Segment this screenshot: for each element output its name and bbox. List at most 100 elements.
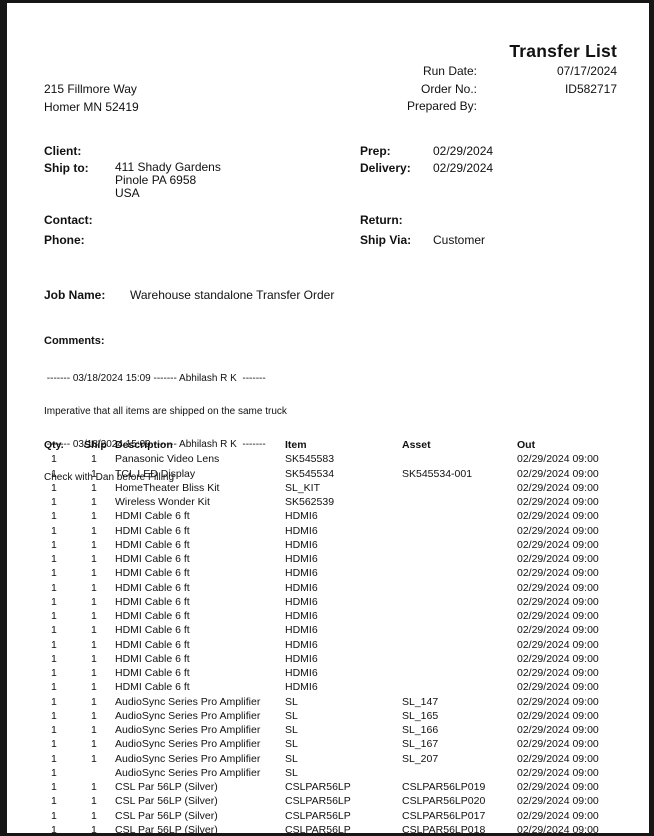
cell-ship: 1	[91, 695, 97, 708]
report-page: Transfer List Run Date: 07/17/2024 Order…	[7, 3, 649, 833]
table-row: 1 1 HDMI Cable 6 ft HDMI6 02/29/2024 09:…	[44, 509, 634, 523]
cell-item: HDMI6	[285, 681, 318, 694]
cell-out: 02/29/2024 09:00	[517, 467, 599, 480]
cell-description: HDMI Cable 6 ft	[115, 510, 190, 523]
cell-out: 02/29/2024 09:00	[517, 510, 599, 523]
ship-via-value: Customer	[433, 233, 486, 247]
cell-out: 02/29/2024 09:00	[517, 795, 599, 808]
cell-description: CSL Par 56LP (Silver)	[115, 781, 218, 793]
col-header-qty: Qty.	[44, 439, 64, 451]
comment-line: Imperative that all items are shipped on…	[44, 406, 287, 417]
cell-qty: 1	[51, 624, 57, 637]
cell-description: HDMI Cable 6 ft	[115, 524, 190, 537]
cell-item: HDMI6	[285, 595, 318, 608]
table-row: 1 1 TCL LED Display SK545534 SK545534-00…	[44, 467, 634, 481]
cell-description: CSL Par 56LP (Silver)	[115, 823, 218, 833]
cell-ship: 1	[91, 652, 97, 665]
cell-description: HDMI Cable 6 ft	[115, 667, 190, 679]
cell-item: HDMI6	[285, 567, 318, 580]
cell-qty: 1	[51, 809, 57, 822]
job-name-label: Job Name:	[44, 288, 106, 302]
cell-out: 02/29/2024 09:00	[517, 595, 599, 608]
cell-out: 02/29/2024 09:00	[517, 524, 599, 537]
table-row: 1 1 HDMI Cable 6 ft HDMI6 02/29/2024 09:…	[44, 666, 634, 680]
cell-description: HDMI Cable 6 ft	[115, 638, 190, 651]
cell-description: HDMI Cable 6 ft	[115, 652, 190, 665]
table-row: 1 1 AudioSync Series Pro Amplifier SL SL…	[44, 709, 634, 723]
cell-asset: SL_167	[402, 738, 439, 751]
cell-qty: 1	[51, 453, 57, 466]
cell-qty: 1	[51, 481, 57, 494]
col-header-ship: Ship	[84, 439, 107, 451]
cell-ship: 1	[91, 595, 97, 608]
cell-ship: 1	[91, 538, 97, 551]
ship-to-line1: 411 Shady Gardens	[115, 160, 221, 174]
cell-asset: SL_166	[402, 724, 439, 736]
cell-out: 02/29/2024 09:00	[517, 553, 599, 565]
cell-out: 02/29/2024 09:00	[517, 766, 599, 779]
cell-description: HDMI Cable 6 ft	[115, 610, 190, 622]
table-row: 1 1 CSL Par 56LP (Silver) CSLPAR56LP CSL…	[44, 780, 634, 794]
cell-description: TCL LED Display	[115, 467, 196, 480]
cell-qty: 1	[51, 781, 57, 793]
cell-description: AudioSync Series Pro Amplifier	[115, 709, 261, 722]
cell-ship: 1	[91, 823, 97, 833]
cell-item: HDMI6	[285, 638, 318, 651]
cell-asset	[402, 666, 517, 680]
cell-asset	[402, 538, 517, 552]
cell-ship: 1	[91, 581, 97, 594]
cell-item: SL	[285, 709, 298, 722]
cell-asset: SL_147	[402, 695, 439, 708]
cell-asset	[402, 638, 517, 652]
cell-description: HDMI Cable 6 ft	[115, 624, 190, 637]
cell-out: 02/29/2024 09:00	[517, 809, 599, 822]
cell-qty: 1	[51, 709, 57, 722]
comment-line: Check with Dan before Filling	[44, 472, 175, 483]
run-date-row: Run Date: 07/17/2024	[287, 64, 617, 78]
cell-description: HDMI Cable 6 ft	[115, 567, 190, 580]
prep-label: Prep:	[360, 144, 391, 158]
cell-ship: 1	[91, 724, 97, 736]
cell-out: 02/29/2024 09:00	[517, 667, 599, 679]
cell-qty: 1	[51, 795, 57, 808]
table-row: 1 1 Wireless Wonder Kit SK562539 02/29/2…	[44, 495, 634, 509]
cell-qty: 1	[51, 667, 57, 679]
cell-qty: 1	[51, 695, 57, 708]
cell-out: 02/29/2024 09:00	[517, 567, 599, 580]
prepared-by-label: Prepared By:	[406, 99, 477, 113]
cell-item: CSLPAR56LP	[285, 795, 351, 808]
cell-description: HDMI Cable 6 ft	[115, 553, 190, 565]
cell-out: 02/29/2024 09:00	[517, 823, 599, 833]
cell-ship	[84, 766, 115, 780]
order-no-label: Order No.:	[420, 82, 477, 96]
ship-to-label: Ship to:	[44, 161, 89, 175]
table-header-row: Qty. Ship Description Item Asset Out	[44, 438, 634, 452]
cell-description: AudioSync Series Pro Amplifier	[115, 766, 261, 779]
table-row: 1 1 HDMI Cable 6 ft HDMI6 02/29/2024 09:…	[44, 638, 634, 652]
cell-ship: 1	[91, 809, 97, 822]
cell-out: 02/29/2024 09:00	[517, 581, 599, 594]
cell-asset	[402, 766, 517, 780]
cell-item: CSLPAR56LP	[285, 809, 351, 822]
cell-asset	[402, 680, 517, 694]
cell-ship: 1	[91, 553, 97, 565]
cell-item: SL	[285, 738, 298, 751]
table-row: 1 1 HDMI Cable 6 ft HDMI6 02/29/2024 09:…	[44, 566, 634, 580]
cell-item: CSLPAR56LP	[285, 781, 351, 793]
table-row: 1 1 HDMI Cable 6 ft HDMI6 02/29/2024 09:…	[44, 680, 634, 694]
col-header-asset: Asset	[402, 439, 431, 451]
cell-out: 02/29/2024 09:00	[517, 752, 599, 765]
table-row: 1 1 Panasonic Video Lens SK545583 02/29/…	[44, 452, 634, 466]
cell-asset	[402, 623, 517, 637]
cell-asset	[402, 552, 517, 566]
cell-qty: 1	[51, 595, 57, 608]
cell-item: HDMI6	[285, 553, 318, 565]
cell-asset: CSLPAR56LP018	[402, 823, 486, 833]
cell-out: 02/29/2024 09:00	[517, 624, 599, 637]
cell-ship: 1	[91, 524, 97, 537]
cell-item: HDMI6	[285, 538, 318, 551]
cell-item: SL	[285, 766, 298, 779]
cell-item: CSLPAR56LP	[285, 823, 351, 833]
cell-ship: 1	[91, 781, 97, 793]
cell-qty: 1	[51, 581, 57, 594]
